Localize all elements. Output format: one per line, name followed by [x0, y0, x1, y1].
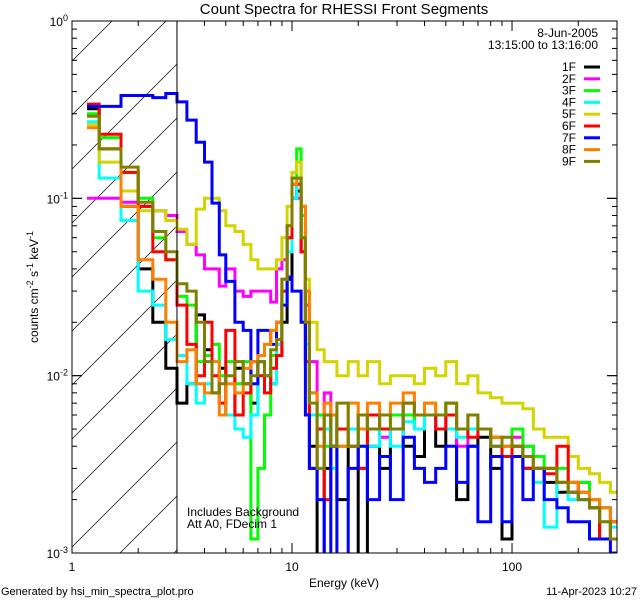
annotation-background: Includes Background: [187, 505, 299, 519]
plot-frame: [71, 20, 618, 554]
x-axis: 1 10 100: [69, 21, 618, 574]
hatch-line: [72, 225, 177, 332]
hatch-line: [228, 13, 640, 553]
footer-timestamp: 11-Apr-2023 10:27: [546, 586, 637, 598]
y-label-exp: -1: [25, 231, 35, 239]
series-9F: [87, 114, 617, 541]
series-2F: [87, 182, 617, 524]
y-tick-base: 10: [47, 370, 61, 384]
y-label-part: counts cm: [27, 288, 41, 343]
legend-label: 1F: [562, 60, 576, 74]
y-tick-base: 10: [50, 15, 64, 29]
hatch-line: [72, 441, 177, 548]
series-7F: [87, 92, 617, 553]
hatch-line: [72, 21, 167, 116]
y-tick-exp: -1: [60, 190, 68, 200]
y-tick-base: 10: [47, 547, 61, 561]
y-tick-base: 10: [47, 192, 61, 206]
y-tick-label: 10-1: [47, 190, 68, 206]
legend-label: 7F: [562, 131, 576, 145]
y-label-exp: -1: [25, 263, 35, 271]
series-5F: [87, 123, 617, 494]
time-range-label: 13:15:00 to 13:16:00: [488, 38, 598, 52]
legend-label: 3F: [562, 84, 576, 98]
y-tick-exp: 0: [63, 13, 68, 23]
hatch-line: [72, 21, 113, 62]
y-label-part: s: [27, 271, 41, 280]
x-axis-label: Energy (keV): [309, 576, 379, 590]
x-tick-label: 1: [69, 560, 76, 574]
legend-label: 8F: [562, 143, 576, 157]
annotation-attenuator: Att A0, FDecim 1: [187, 517, 277, 531]
footer-generated-by: Generated by hsi_min_spectra_plot.pro: [1, 586, 194, 598]
legend-label: 4F: [562, 95, 576, 109]
y-tick-label: 10-3: [47, 545, 68, 561]
y-label-part: keV: [27, 239, 41, 263]
series-group: [87, 92, 617, 553]
y-tick-exp: -3: [60, 545, 68, 555]
legend-label: 2F: [562, 72, 576, 86]
y-tick-label: 100: [50, 13, 68, 29]
hatch-line: [0, 13, 12, 553]
y-axis-label: counts cm-2 s-1 keV-1: [25, 231, 41, 343]
legend-label: 9F: [562, 154, 576, 168]
hatch-line: [72, 387, 177, 494]
y-tick-label: 10-2: [47, 368, 68, 384]
chart-title: Count Spectra for RHESSI Front Segments: [200, 1, 488, 18]
hatched-region: [0, 13, 640, 553]
y-label-exp: -2: [25, 280, 35, 288]
legend-label: 5F: [562, 107, 576, 121]
y-tick-exp: -2: [60, 368, 68, 378]
hatch-line: [72, 63, 177, 170]
legend-label: 6F: [562, 119, 576, 133]
x-tick-label: 100: [502, 560, 522, 574]
hatch-line: [72, 279, 177, 386]
x-tick-label: 10: [285, 560, 299, 574]
date-label: 8-Jun-2005: [537, 26, 598, 40]
